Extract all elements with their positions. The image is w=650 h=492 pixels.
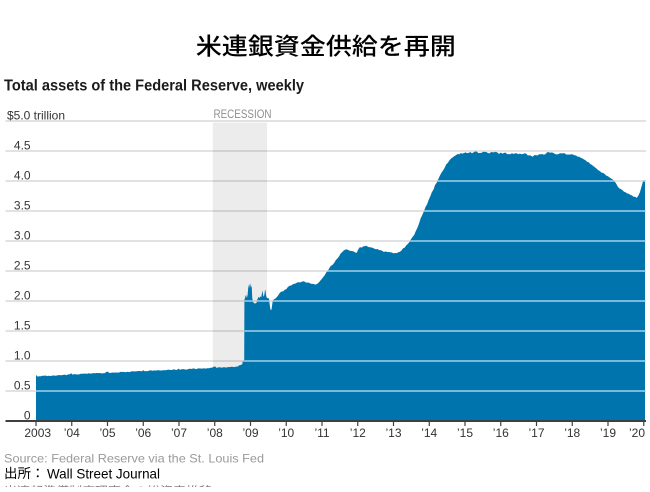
- svg-text:’14: ’14: [421, 426, 437, 440]
- svg-text:’15: ’15: [457, 426, 473, 440]
- svg-text:’07: ’07: [171, 426, 187, 440]
- svg-text:’12: ’12: [350, 426, 366, 440]
- svg-text:Total assets of the Federal Re: Total assets of the Federal Reserve, wee…: [4, 78, 304, 95]
- svg-text:’09: ’09: [242, 426, 258, 440]
- svg-text:4.5: 4.5: [14, 139, 31, 153]
- svg-text:’13: ’13: [385, 426, 401, 440]
- svg-text:2.5: 2.5: [14, 259, 31, 273]
- svg-text:’10: ’10: [278, 426, 294, 440]
- svg-text:’06: ’06: [135, 426, 151, 440]
- svg-text:4.0: 4.0: [14, 169, 31, 183]
- svg-text:’11: ’11: [314, 426, 329, 440]
- svg-text:Source: Federal Reserve via th: Source: Federal Reserve via the St. Loui…: [4, 452, 264, 466]
- svg-text:1.5: 1.5: [14, 319, 31, 333]
- svg-text:’16: ’16: [493, 426, 509, 440]
- svg-text:’20: ’20: [629, 426, 645, 440]
- svg-text:’19: ’19: [600, 426, 616, 440]
- svg-text:0.5: 0.5: [14, 379, 31, 393]
- svg-text:RECESSION: RECESSION: [214, 109, 272, 121]
- svg-text:Wall Street Journal: Wall Street Journal: [47, 466, 160, 482]
- svg-text:3.0: 3.0: [14, 229, 31, 243]
- svg-text:2.0: 2.0: [14, 289, 31, 303]
- svg-text:’17: ’17: [528, 426, 544, 440]
- svg-text:1.0: 1.0: [14, 349, 31, 363]
- svg-text:’18: ’18: [564, 426, 580, 440]
- svg-text:2003: 2003: [24, 426, 51, 440]
- svg-text:’05: ’05: [99, 426, 115, 440]
- svg-text:’08: ’08: [207, 426, 223, 440]
- svg-text:0: 0: [24, 409, 31, 423]
- svg-text:$5.0 trillion: $5.0 trillion: [7, 109, 65, 123]
- svg-text:’04: ’04: [64, 426, 80, 440]
- svg-text:3.5: 3.5: [14, 199, 31, 213]
